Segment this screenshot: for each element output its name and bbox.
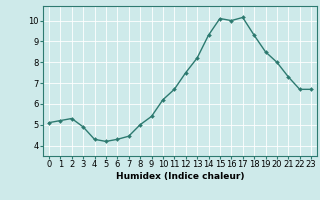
X-axis label: Humidex (Indice chaleur): Humidex (Indice chaleur) [116,172,244,181]
